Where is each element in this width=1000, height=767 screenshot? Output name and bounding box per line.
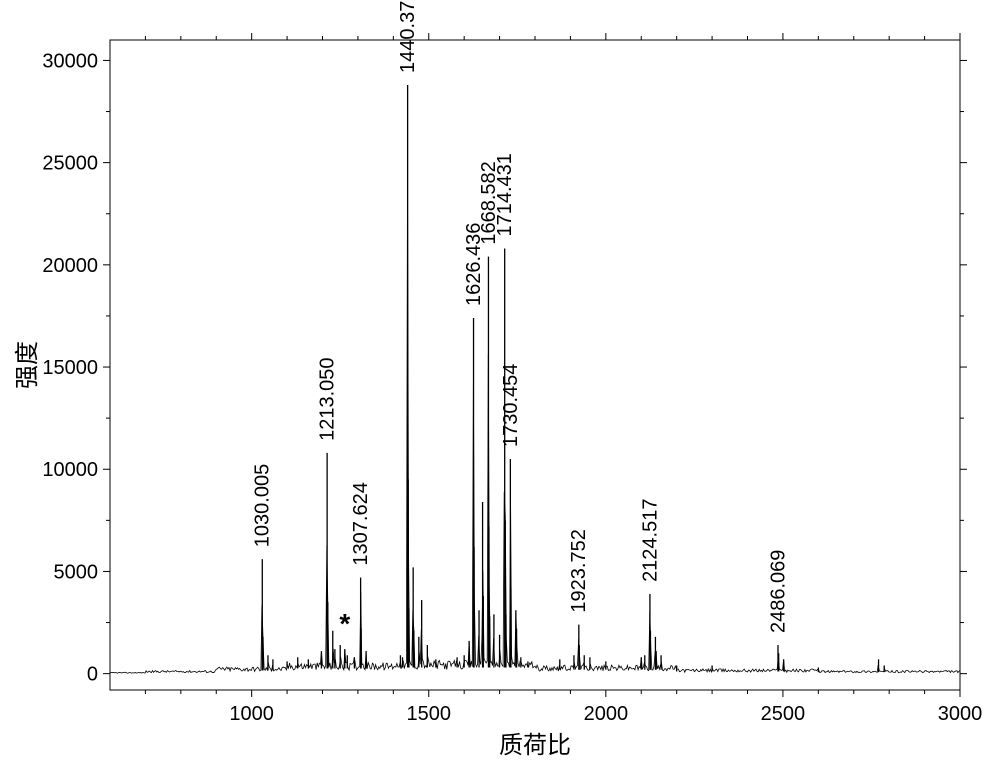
x-axis-label: 质荷比 — [499, 732, 571, 759]
peak-label: 1923.752 — [568, 529, 590, 612]
svg-text:30000: 30000 — [42, 50, 98, 72]
peak-label: 1730.454 — [500, 364, 522, 447]
svg-text:2000: 2000 — [584, 703, 629, 725]
svg-text:3000: 3000 — [938, 703, 983, 725]
peak-label: 1440.378 — [397, 0, 419, 73]
mass-spectrum-plot: 1000150020002500300005000100001500020000… — [0, 0, 1000, 767]
peak-label: 1030.005 — [252, 464, 274, 547]
y-axis-label: 强度 — [14, 341, 41, 389]
svg-text:0: 0 — [87, 664, 98, 686]
asterisk-marker: * — [339, 608, 350, 639]
peak-label: 1714.431 — [494, 153, 516, 236]
peak-label: 2486.069 — [767, 550, 789, 633]
peak-label: 1213.050 — [317, 357, 339, 440]
svg-text:20000: 20000 — [42, 255, 98, 277]
svg-text:15000: 15000 — [42, 357, 98, 379]
peak-label: 2124.517 — [639, 499, 661, 582]
svg-text:1000: 1000 — [229, 703, 274, 725]
svg-text:25000: 25000 — [42, 153, 98, 175]
svg-text:2500: 2500 — [761, 703, 806, 725]
peak-label: 1307.624 — [350, 482, 372, 565]
svg-text:1500: 1500 — [407, 703, 452, 725]
svg-text:10000: 10000 — [42, 459, 98, 481]
svg-text:5000: 5000 — [54, 561, 99, 583]
